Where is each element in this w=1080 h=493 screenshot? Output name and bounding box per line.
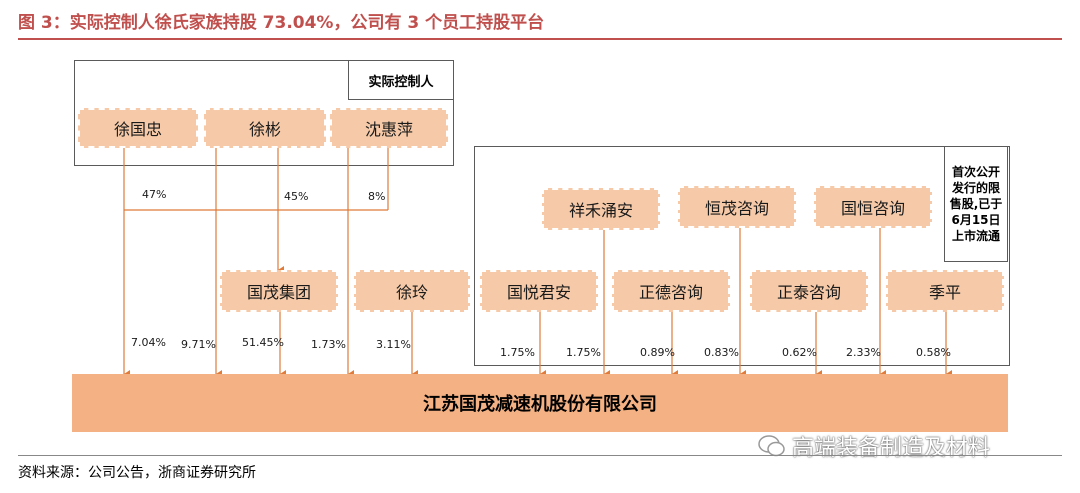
pct-shen-huiping: 8% [368, 190, 386, 203]
node-zhengtai-consulting: 正泰咨询 [750, 270, 868, 312]
pct-xu-guozhong: 47% [142, 188, 167, 201]
node-guoheng-consulting: 国恒咨询 [814, 186, 932, 228]
restricted-label: 首次公开发行的限售股,已于6月15日上市流通 [944, 146, 1008, 262]
controller-frame [74, 60, 454, 166]
holding-pct: 0.83% [704, 346, 739, 359]
title-divider [18, 38, 1062, 40]
pct-xu-bin: 45% [284, 190, 309, 203]
figure-title: 图 3：实际控制人徐氏家族持股 73.04%，公司有 3 个员工持股平台 [18, 13, 545, 33]
holding-pct: 2.33% [846, 346, 881, 359]
holding-pct: 1.75% [500, 346, 535, 359]
node-ji-ping: 季平 [886, 270, 1004, 312]
node-xu-guozhong: 徐国忠 [78, 108, 198, 148]
holding-pct: 7.04% [131, 336, 166, 349]
node-guomao-group: 国茂集团 [220, 270, 338, 312]
node-shen-huiping: 沈惠萍 [330, 108, 448, 148]
holding-pct: 0.58% [916, 346, 951, 359]
controller-label: 实际控制人 [348, 60, 454, 100]
holding-pct: 1.75% [566, 346, 601, 359]
node-xu-bin: 徐彬 [204, 108, 326, 148]
source-note: 资料来源：公司公告，浙商证券研究所 [18, 465, 256, 481]
holding-pct: 9.71% [181, 338, 216, 351]
watermark-text: 高端装备制造及材料 [792, 436, 991, 461]
holding-pct: 1.73% [311, 338, 346, 351]
holding-pct: 0.62% [782, 346, 817, 359]
watermark: 高端装备制造及材料 [758, 430, 990, 462]
node-xianghe-yongan: 祥禾涌安 [542, 188, 660, 230]
restricted-frame [474, 146, 1010, 366]
holding-pct: 0.89% [640, 346, 675, 359]
holding-pct: 51.45% [242, 336, 284, 349]
holding-pct: 3.11% [376, 338, 411, 351]
company-node: 江苏国茂减速机股份有限公司 [72, 374, 1008, 432]
source-divider [18, 455, 1062, 456]
node-xu-ling: 徐玲 [354, 270, 470, 312]
node-guoyue-junan: 国悦君安 [480, 270, 598, 312]
node-hengmao-consulting: 恒茂咨询 [678, 186, 796, 228]
node-zhengde-consulting: 正德咨询 [612, 270, 730, 312]
